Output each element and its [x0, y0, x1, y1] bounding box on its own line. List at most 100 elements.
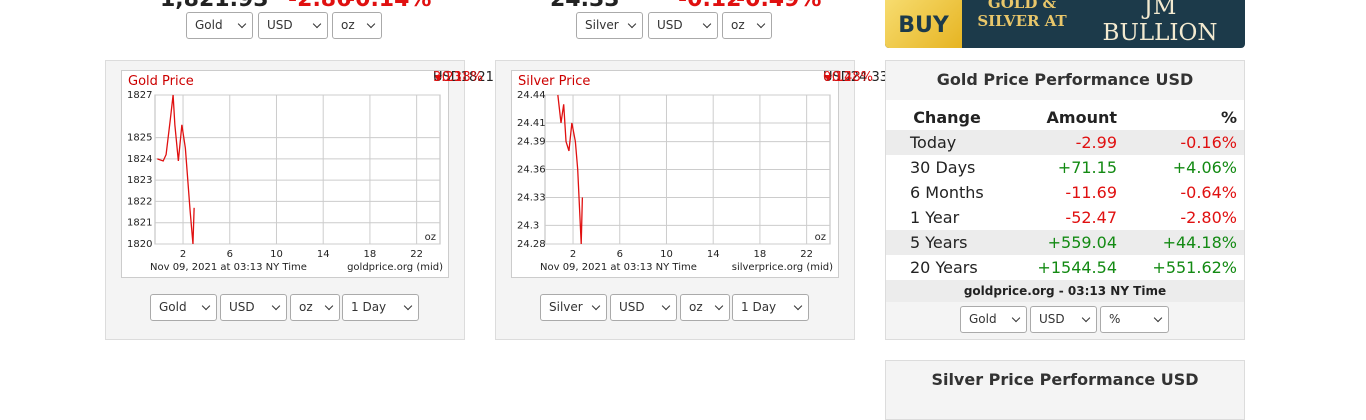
x-tick-label: 6: [227, 249, 233, 260]
dropdown[interactable]: USD: [258, 12, 328, 39]
chart: 24.28 24.3 24.33 24.36 24.39 24.41 24.44 2 6 10 14…: [517, 90, 833, 273]
arrow-shape: [824, 75, 832, 81]
dropdown[interactable]: Silver: [576, 12, 643, 39]
dropdown[interactable]: %: [1100, 306, 1169, 333]
chart-box: [121, 70, 449, 278]
amount: -2.99: [1075, 133, 1117, 152]
y-tick-label: 24.36: [517, 165, 546, 176]
dropdown[interactable]: Gold: [150, 294, 217, 321]
chart-quote: USD24.33 0.12 -0.48%: [823, 70, 888, 85]
dropdown[interactable]: oz: [722, 12, 772, 39]
down-arrow: [434, 75, 442, 81]
y-tick-label: 24.44: [517, 90, 546, 101]
amount: -52.47: [1065, 208, 1117, 227]
y-tick-label: 1824: [127, 154, 152, 165]
x-tick-label: 22: [410, 249, 423, 260]
period: 6 Months: [910, 183, 984, 202]
price: 1,821.93: [160, 0, 269, 12]
period: 5 Years: [910, 233, 968, 252]
change: -2.86: [288, 0, 351, 12]
chart-title: Silver Price: [518, 74, 591, 89]
amount: -11.69: [1065, 183, 1117, 202]
percent: -0.16%: [1180, 133, 1237, 152]
y-tick-label: 1821: [127, 218, 152, 229]
dropdown[interactable]: Gold: [186, 12, 253, 39]
dropdown[interactable]: Gold: [960, 306, 1027, 333]
period: Today: [910, 133, 957, 152]
x-tick-label: 2: [180, 249, 186, 260]
quote-percent: -0.48%: [827, 70, 873, 85]
down-arrow: [824, 75, 832, 81]
table-row: [886, 180, 1244, 205]
banner-brand: JM BULLION: [1102, 0, 1218, 46]
percent: -0.64%: [1180, 183, 1237, 202]
percent: -0.49%: [736, 0, 821, 12]
quote-price: USD1821.30: [433, 70, 515, 85]
period: 20 Years: [910, 258, 978, 277]
chart-quote: USD1821.30 3.23 -0.18%: [433, 70, 515, 85]
table-row: [886, 230, 1244, 255]
table-header: Change: [913, 108, 981, 127]
x-tick-label: 2: [570, 249, 576, 260]
banner-line1: GOLD &: [987, 0, 1057, 12]
amount: +559.04: [1047, 233, 1117, 252]
dropdown[interactable]: USD: [648, 12, 718, 39]
chart-box: [511, 70, 839, 278]
x-tick-label: 6: [617, 249, 623, 260]
y-tick-label: 24.41: [517, 118, 546, 129]
table-header: %: [1220, 108, 1237, 127]
arrow-shape: [434, 75, 442, 81]
unit-label: oz: [815, 232, 826, 243]
plot-area: [154, 94, 441, 245]
silver-performance-panel: [885, 360, 1245, 420]
y-tick-label: 1823: [127, 175, 152, 186]
percent: +551.62%: [1152, 258, 1237, 277]
table-row: [886, 130, 1244, 155]
x-tick-label: 10: [270, 249, 283, 260]
x-tick-label: 14: [317, 249, 330, 260]
dropdown[interactable]: oz: [332, 12, 382, 39]
percent: -0.14%: [346, 0, 431, 12]
amount: +1544.54: [1037, 258, 1117, 277]
dropdown[interactable]: Silver: [540, 294, 607, 321]
percent: +44.18%: [1162, 233, 1237, 252]
amount: +71.15: [1057, 158, 1117, 177]
y-tick-label: 24.3: [517, 220, 539, 231]
performance-title: Gold Price Performance USD: [936, 70, 1194, 89]
dropdown[interactable]: 1 Day: [732, 294, 809, 321]
percent: -2.80%: [1180, 208, 1237, 227]
source: goldprice.org (mid): [347, 262, 443, 273]
silver-performance-title: Silver Price Performance USD: [931, 370, 1199, 389]
y-tick-label: 24.39: [517, 137, 546, 148]
table-header: Amount: [1046, 108, 1117, 127]
chart-header: Silver Price USD24.33 0.12 -0.48%: [518, 70, 888, 90]
price-line: [557, 94, 584, 245]
table-row: [886, 155, 1244, 180]
quote-change: 0.12: [823, 70, 852, 85]
banner-buy: BUY: [885, 0, 962, 48]
dropdown[interactable]: oz: [290, 294, 340, 321]
source: silverprice.org (mid): [732, 262, 833, 273]
x-tick-label: 22: [800, 249, 813, 260]
table-row: [886, 255, 1244, 280]
dropdown[interactable]: USD: [220, 294, 287, 321]
x-tick-label: 14: [707, 249, 720, 260]
page: 1,821.93-2.86-0.14%GoldUSDoz24.33-0.12-0…: [0, 0, 1366, 400]
period: 30 Days: [910, 158, 976, 177]
dropdown[interactable]: 1 Day: [342, 294, 419, 321]
dropdown[interactable]: USD: [610, 294, 677, 321]
quote-change: 3.23: [433, 70, 462, 85]
dropdown[interactable]: oz: [680, 294, 730, 321]
price: 24.33: [550, 0, 620, 12]
timestamp: Nov 09, 2021 at 03:13 NY Time: [150, 262, 307, 273]
dropdown[interactable]: USD: [1030, 306, 1097, 333]
x-tick-label: 18: [754, 249, 767, 260]
y-tick-label: 24.33: [517, 192, 546, 203]
y-tick-label: 1827: [127, 90, 152, 101]
y-tick-label: 1822: [127, 196, 152, 207]
quote-percent: -0.18%: [437, 70, 483, 85]
change: -0.12: [678, 0, 741, 12]
chart-header: Gold Price USD1821.30 3.23 -0.18%: [128, 70, 515, 90]
timestamp: Nov 09, 2021 at 03:13 NY Time: [540, 262, 697, 273]
